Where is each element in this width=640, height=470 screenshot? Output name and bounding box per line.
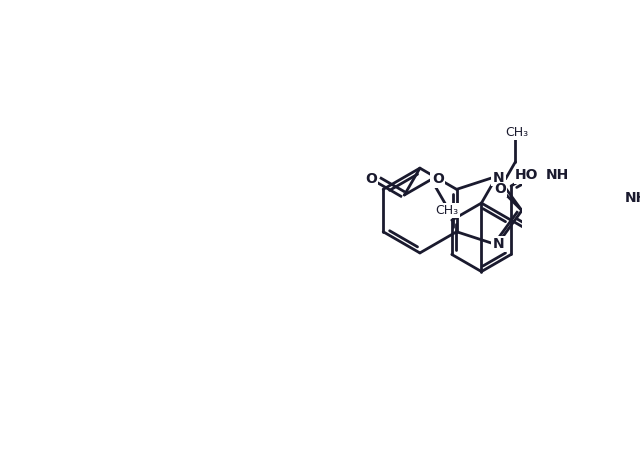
- Text: O: O: [365, 172, 377, 187]
- Text: NH: NH: [546, 168, 570, 182]
- Text: O: O: [494, 181, 506, 196]
- Text: O: O: [432, 172, 444, 187]
- Text: N: N: [493, 171, 504, 185]
- Text: HO: HO: [515, 168, 539, 182]
- Text: N: N: [493, 237, 504, 251]
- Text: CH₃: CH₃: [436, 204, 459, 217]
- Text: NH: NH: [546, 168, 570, 182]
- Text: O: O: [432, 172, 444, 187]
- Text: CH₃: CH₃: [506, 126, 529, 139]
- Text: CH₃: CH₃: [436, 204, 459, 217]
- Text: NH: NH: [625, 191, 640, 205]
- Text: NH: NH: [625, 191, 640, 205]
- Text: O: O: [494, 181, 506, 196]
- Text: O: O: [365, 172, 377, 187]
- Text: N: N: [493, 237, 504, 251]
- Text: CH₃: CH₃: [506, 126, 529, 139]
- Text: N: N: [493, 171, 504, 185]
- Text: HO: HO: [515, 168, 539, 182]
